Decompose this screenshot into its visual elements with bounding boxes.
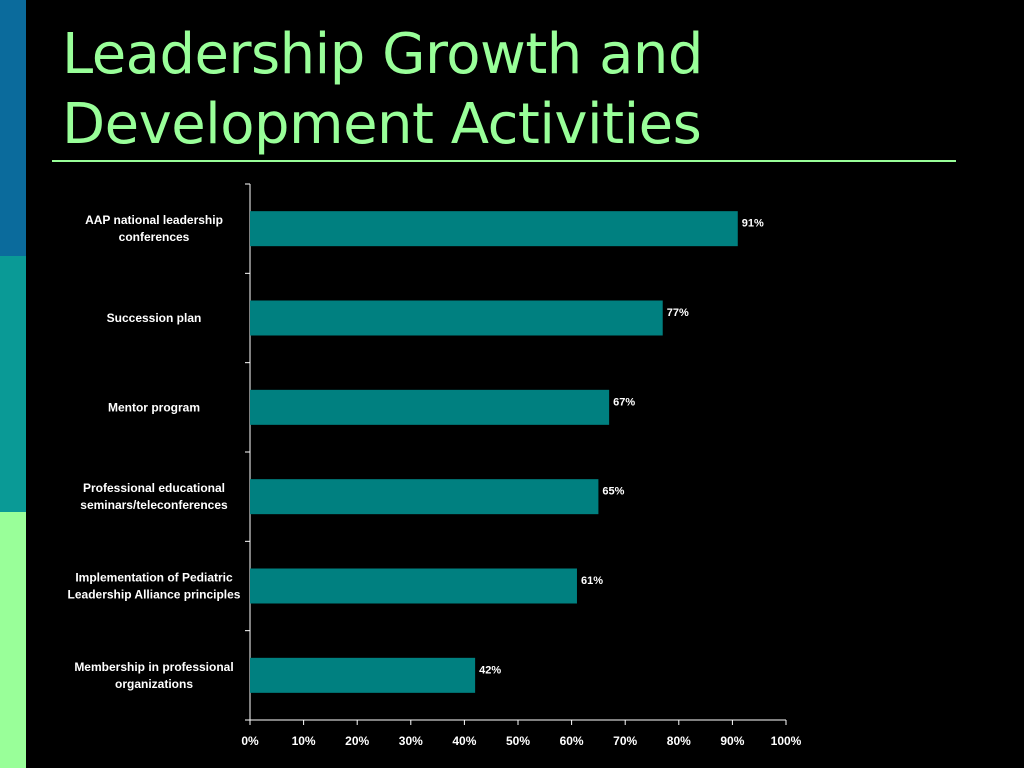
category-label: Implementation of Pediatric Leadership Al… <box>68 571 241 602</box>
category-label: Membership in professional organizations <box>74 660 233 691</box>
bar <box>250 657 476 693</box>
side-band-bottom <box>0 512 26 768</box>
slide-title: Leadership Growth and Development Activi… <box>62 20 942 160</box>
title-underline <box>52 160 956 162</box>
x-tick-label: 90% <box>720 734 744 748</box>
category-label: Professional educational seminars/telecon… <box>80 481 228 512</box>
bar-value-label: 65% <box>602 486 624 498</box>
category-label-line: seminars/teleconferences <box>80 498 228 512</box>
x-tick-label: 10% <box>292 734 316 748</box>
bar-value-label: 61% <box>581 575 603 587</box>
bar-value-label: 77% <box>667 307 689 319</box>
bar-value-label: 91% <box>742 218 764 230</box>
category-label-line: Implementation of Pediatric <box>75 571 233 585</box>
bar <box>250 568 577 604</box>
x-tick-label: 100% <box>771 734 802 748</box>
x-tick-label: 70% <box>613 734 637 748</box>
bar-value-label: 67% <box>613 396 635 408</box>
x-tick-label: 80% <box>667 734 691 748</box>
category-label-line: Membership in professional <box>74 660 233 674</box>
x-tick-label: 60% <box>560 734 584 748</box>
x-tick-label: 20% <box>345 734 369 748</box>
category-label-line: Leadership Alliance principles <box>68 588 241 602</box>
category-label-line: Succession plan <box>107 311 202 325</box>
x-tick-label: 40% <box>452 734 476 748</box>
x-tick-label: 30% <box>399 734 423 748</box>
category-label: AAP national leadership conferences <box>85 213 223 244</box>
category-label-line: Mentor program <box>108 400 200 414</box>
bar <box>250 389 610 425</box>
bar <box>250 300 663 336</box>
category-label-line: organizations <box>115 677 193 691</box>
x-tick-label: 50% <box>506 734 530 748</box>
slide-title-line-1: Leadership Growth and <box>62 22 703 87</box>
category-label: Mentor program <box>108 400 200 414</box>
category-label-line: AAP national leadership <box>85 213 223 227</box>
x-tick-label: 0% <box>241 734 259 748</box>
slide-title-line-2: Development Activities <box>62 92 702 157</box>
category-label: Succession plan <box>107 311 202 325</box>
side-band-middle <box>0 256 26 512</box>
category-label-line: Professional educational <box>83 481 225 495</box>
bar-value-label: 42% <box>479 664 501 676</box>
category-label-line: conferences <box>119 230 190 244</box>
bar <box>250 479 599 515</box>
bar <box>250 211 738 247</box>
side-band-top <box>0 0 26 256</box>
